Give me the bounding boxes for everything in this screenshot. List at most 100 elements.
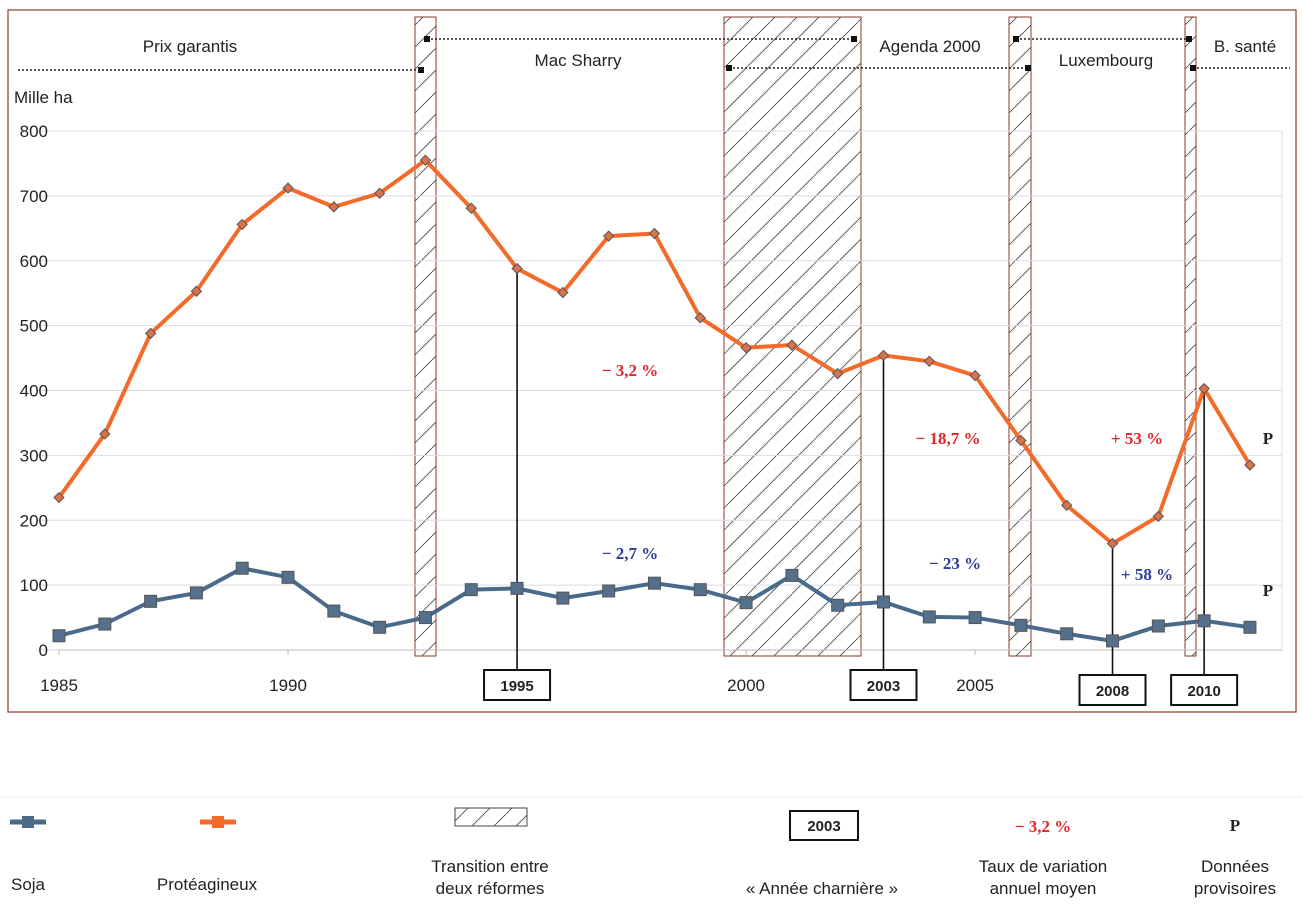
point — [235, 561, 249, 575]
key-year-box — [849, 669, 918, 701]
point — [969, 369, 981, 382]
point — [1152, 510, 1165, 523]
series-line — [57, 157, 1252, 547]
key-year-label: 1995 — [500, 678, 533, 695]
point — [739, 596, 753, 610]
y-tick-label: 600 — [20, 252, 48, 271]
reform-end — [1013, 36, 1019, 42]
point — [1106, 634, 1120, 648]
reform-end — [1186, 36, 1192, 42]
reform-end — [851, 36, 857, 42]
point — [281, 570, 295, 584]
reform-label: Luxembourg — [1059, 51, 1154, 70]
y-tick-label: 500 — [20, 317, 48, 336]
legend-key-year: 2003 — [807, 818, 840, 835]
provisional-mark: P — [1263, 581, 1273, 600]
point — [694, 312, 706, 324]
x-tick-label: 2005 — [956, 676, 994, 695]
transition-band — [414, 16, 437, 657]
point — [1060, 627, 1074, 641]
point — [923, 355, 936, 368]
annotation: − 18,7 % — [916, 429, 981, 448]
point — [52, 629, 66, 643]
annotation: − 2,7 % — [602, 544, 658, 563]
y-tick-label: 800 — [20, 122, 48, 141]
point — [373, 620, 387, 634]
y-axis-label: Mille ha — [14, 88, 73, 107]
point — [740, 341, 752, 354]
point — [373, 187, 386, 199]
reform-end — [726, 65, 732, 71]
point — [557, 286, 569, 299]
point — [1015, 434, 1027, 447]
reform-end — [418, 67, 424, 73]
point — [1014, 618, 1028, 632]
annotation: + 58 % — [1121, 565, 1173, 584]
point — [282, 182, 294, 194]
reform-label: Agenda 2000 — [879, 37, 980, 56]
point — [693, 583, 707, 597]
point — [465, 202, 477, 214]
point — [1243, 620, 1257, 634]
point — [99, 428, 111, 440]
reform-end — [1190, 65, 1196, 71]
point — [648, 227, 661, 240]
point — [510, 581, 524, 595]
point — [236, 218, 248, 231]
key-year-box — [483, 669, 552, 701]
point — [511, 262, 523, 275]
point — [144, 327, 157, 340]
reform-end — [424, 36, 430, 42]
point — [190, 285, 203, 297]
legend-hatch — [454, 807, 528, 827]
annotation: − 3,2 % — [602, 361, 658, 380]
point — [877, 349, 890, 362]
point — [53, 491, 65, 504]
reform-label: Prix garantis — [143, 37, 237, 56]
x-tick-label: 1990 — [269, 676, 307, 695]
legend-key-year-box — [789, 810, 859, 841]
point — [418, 611, 432, 625]
point — [647, 576, 661, 590]
y-tick-label: 300 — [20, 446, 48, 465]
point — [876, 595, 890, 609]
legend-label: « Année charnière » — [745, 879, 899, 898]
point — [786, 339, 798, 351]
legend-rate: − 3,2 % — [1015, 817, 1071, 836]
point — [464, 583, 478, 597]
point — [922, 610, 936, 624]
reform-label: Mac Sharry — [535, 51, 622, 70]
legend-label: Soja — [10, 875, 46, 894]
point — [328, 201, 340, 213]
annotation: + 53 % — [1111, 429, 1163, 448]
key-year-label: 2008 — [1096, 683, 1129, 700]
y-tick-label: 100 — [20, 576, 48, 595]
point — [602, 230, 615, 242]
point — [1151, 619, 1165, 633]
y-tick-label: 400 — [20, 382, 48, 401]
point — [1106, 537, 1119, 550]
point — [831, 598, 845, 612]
point — [602, 584, 616, 598]
transition-band — [1184, 16, 1197, 657]
y-tick-label: 200 — [20, 511, 48, 530]
reform-ends — [418, 36, 1196, 73]
legend-swatch — [22, 816, 34, 828]
legend-label: Transition entre deux réformes — [431, 857, 549, 898]
point — [968, 611, 982, 625]
legend-label: Données provisoires — [1193, 857, 1277, 898]
legend-swatch — [212, 816, 224, 828]
point — [189, 586, 203, 600]
key-year-box — [1078, 674, 1147, 706]
point — [1061, 499, 1073, 512]
legend-provisional: P — [1230, 816, 1240, 835]
y-tick-label: 700 — [20, 187, 48, 206]
legend-label: Taux de variation annuel moyen — [978, 857, 1108, 898]
point — [98, 617, 112, 631]
legend-label: Protéagineux — [156, 875, 258, 894]
key-year-box — [1170, 674, 1239, 706]
key-year-label: 2010 — [1187, 683, 1220, 700]
transition-band — [723, 16, 862, 657]
